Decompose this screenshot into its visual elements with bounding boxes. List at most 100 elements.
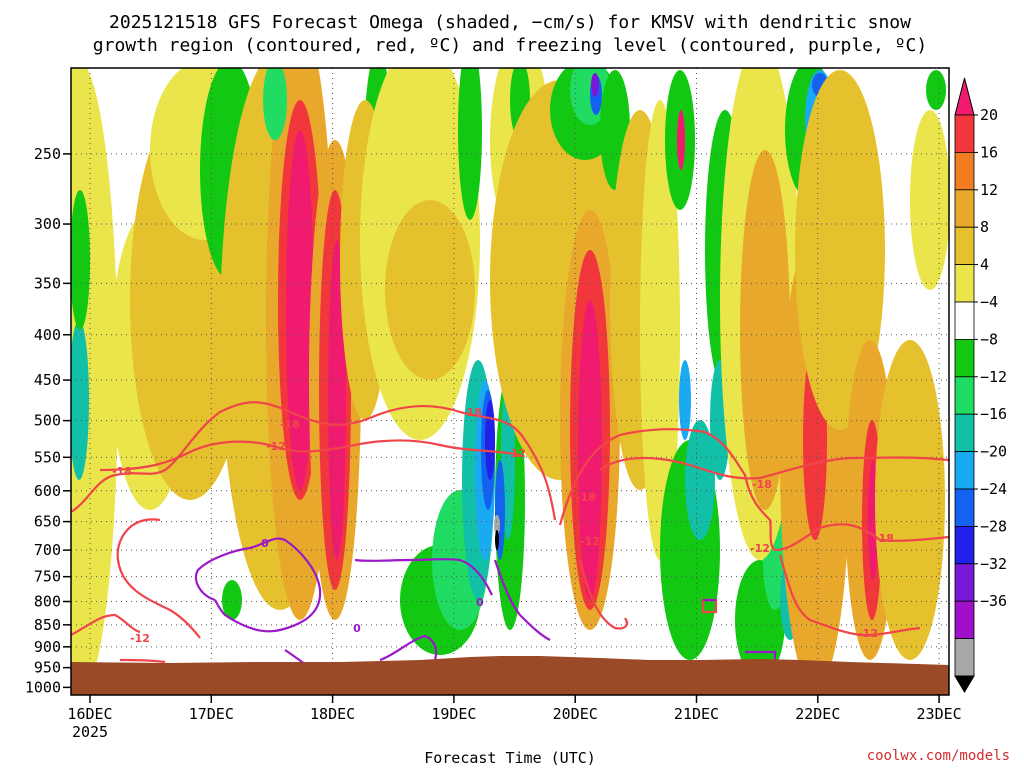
colorbar-swatch-4	[954, 226, 975, 265]
colorbar-swatch-13	[954, 563, 975, 602]
x-tick-label-20DEC: 20DEC	[553, 705, 598, 723]
contour-line	[71, 613, 141, 636]
y-tick-label-250: 250	[34, 145, 61, 163]
omega-contour-blob	[910, 110, 949, 290]
contour-line	[379, 634, 438, 662]
colorbar-swatch-14	[954, 600, 975, 640]
omega-contour-blob	[222, 580, 242, 620]
x-tick-label-16DEC: 16DEC	[67, 705, 112, 723]
contour-label: -12	[750, 542, 770, 555]
y-tick-label-650: 650	[34, 513, 61, 531]
colorbar-swatch-15	[954, 638, 975, 677]
omega-contour-blob	[458, 68, 482, 220]
contour-line	[354, 558, 493, 596]
y-tick-label-550: 550	[34, 448, 61, 466]
omega-contour-blob	[591, 73, 599, 97]
contour-line	[778, 554, 921, 637]
omega-contour-blob	[926, 70, 946, 110]
contour-line	[116, 518, 201, 639]
terrain-fill	[71, 656, 949, 695]
contour-label: -12	[130, 632, 150, 645]
colorbar-label-8: 8	[980, 218, 989, 236]
y-tick-label-500: 500	[34, 412, 61, 430]
omega-contour-blob	[71, 320, 89, 480]
contour-label: 0	[261, 537, 269, 550]
colorbar-label--28: −28	[980, 517, 1007, 535]
colorbar-label-4: 4	[980, 256, 989, 274]
colorbar-swatch-10	[954, 451, 975, 490]
contour-label: 0	[353, 622, 361, 635]
colorbar-label--16: −16	[980, 405, 1007, 423]
omega-contour-blob	[640, 100, 680, 560]
y-tick-label-750: 750	[34, 568, 61, 586]
colorbar-label--8: −8	[980, 330, 998, 348]
colorbar-top-arrow	[954, 77, 975, 116]
contour-line	[119, 658, 166, 664]
contour-label: 0	[476, 596, 484, 609]
y-tick-label-900: 900	[34, 638, 61, 656]
contour-label: -18	[576, 491, 596, 504]
y-tick-label-600: 600	[34, 482, 61, 500]
contour-line	[194, 537, 322, 633]
colorbar-label--12: −12	[980, 368, 1007, 386]
colorbar-swatch-6	[954, 301, 975, 340]
x-tick-label-21DEC: 21DEC	[674, 705, 719, 723]
chart-title-line-2: growth region (contoured, red, ºC) and f…	[93, 35, 927, 56]
omega-contour-blob	[677, 110, 685, 170]
colorbar-bottom-arrow	[954, 675, 975, 693]
omega-contour-blob	[286, 130, 314, 490]
x-year-label: 2025	[72, 723, 108, 741]
contour-label: -18	[462, 406, 482, 419]
colorbar-label-20: 20	[980, 106, 998, 124]
y-tick-label-700: 700	[34, 541, 61, 559]
contour-label: -18	[752, 478, 772, 491]
contour-label: -18	[280, 418, 300, 431]
contour-lines: -18 -18 -18 -18 -18 -18 -12 -12 -12 -12 -12 -12 0 0 0	[71, 401, 949, 676]
colorbar-swatch-12	[954, 526, 975, 565]
contour-label: -12	[266, 440, 286, 453]
credit-text: coolwx.com/models	[867, 748, 1010, 764]
y-tick-label-400: 400	[34, 326, 61, 344]
plot-area: -18 -18 -18 -18 -18 -18 -12 -12 -12 -12 -12 -12 0 0 0	[71, 68, 949, 695]
x-tick-label-22DEC: 22DEC	[795, 705, 840, 723]
y-tick-label-1000: 1000	[25, 678, 61, 696]
colorbar-swatch-2	[954, 151, 975, 191]
y-tick-label-300: 300	[34, 215, 61, 233]
colorbar-label--20: −20	[980, 443, 1007, 461]
omega-contour-blob	[685, 420, 715, 540]
contour-line	[745, 650, 777, 662]
contour-line	[71, 401, 557, 521]
chart-title-line-1: 2025121518 GFS Forecast Omega (shaded, −…	[109, 12, 911, 33]
y-tick-label-450: 450	[34, 371, 61, 389]
y-tick-label-800: 800	[34, 593, 61, 611]
omega-contour-blob	[494, 515, 500, 535]
colorbar-label--36: −36	[980, 592, 1007, 610]
y-tick-label-850: 850	[34, 616, 61, 634]
omega-contour-blob	[263, 68, 287, 140]
colorbar-label--24: −24	[980, 480, 1007, 498]
colorbar: 20 16 12 8 4 −4 −8 −12 −16 −20 −24 −28 −32 −36	[954, 77, 1007, 693]
contour-line	[493, 559, 551, 641]
y-tick-label-350: 350	[34, 274, 61, 292]
x-tick-label-23DEC: 23DEC	[917, 705, 962, 723]
contour-label: -12	[580, 535, 600, 548]
omega-shading	[71, 68, 949, 695]
omega-contour-blob	[485, 400, 495, 480]
x-tick-label-18DEC: 18DEC	[310, 705, 355, 723]
omega-contour-blob	[740, 150, 790, 510]
colorbar-label--4: −4	[980, 293, 998, 311]
colorbar-swatch-5	[954, 264, 975, 303]
contour-line	[578, 559, 629, 630]
colorbar-label--32: −32	[980, 555, 1007, 573]
omega-contour-blob	[875, 340, 945, 660]
omega-contour-blob	[679, 360, 691, 440]
colorbar-label-12: 12	[980, 181, 998, 199]
omega-contour-blob	[578, 300, 602, 600]
colorbar-swatch-9	[954, 413, 975, 453]
plot-frame	[70, 67, 950, 696]
colorbar-swatch-1	[954, 114, 975, 153]
contour-label: -18	[112, 465, 132, 478]
contour-line	[99, 439, 521, 472]
x-tick-label-17DEC: 17DEC	[189, 705, 234, 723]
contour-line	[599, 456, 949, 480]
